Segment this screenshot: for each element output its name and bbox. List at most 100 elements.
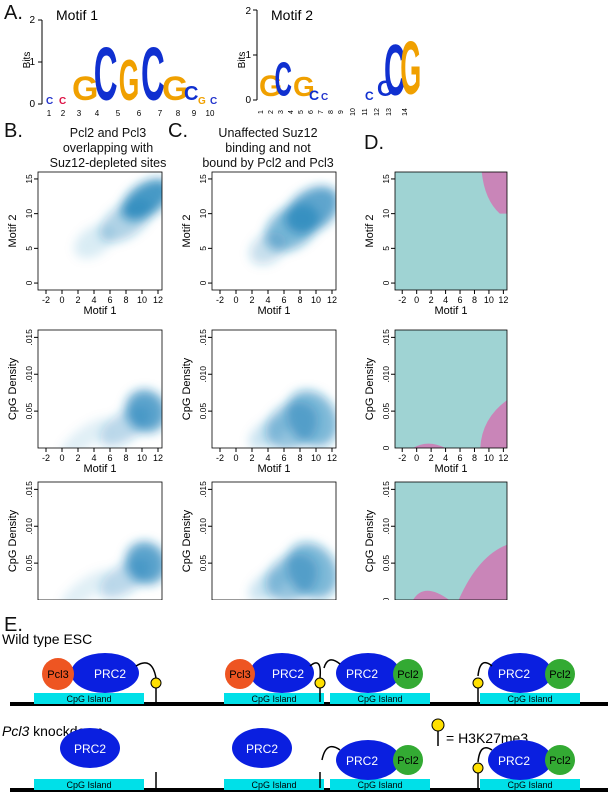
svg-text:G: G — [259, 70, 282, 103]
x-tick-label: 2 — [429, 295, 434, 305]
svg-text:13: 13 — [386, 108, 393, 116]
y-tick-label: .015 — [198, 329, 208, 346]
y-tick-label: .015 — [24, 329, 34, 346]
x-tick-label: 12 — [498, 453, 508, 463]
panel-letter-a: A. — [4, 2, 23, 24]
x-tick-label: 12 — [327, 453, 337, 463]
y-tick-label: 0.05 — [381, 403, 391, 420]
svg-text:CpG Island: CpG Island — [66, 780, 111, 790]
y-tick-label: .010 — [198, 518, 208, 535]
y-tick-label: 5 — [24, 246, 34, 251]
x-tick-label: 6 — [458, 295, 463, 305]
svg-text:5: 5 — [116, 109, 121, 118]
svg-text:Pcl2: Pcl2 — [549, 669, 570, 681]
pcl2-protein — [545, 659, 575, 689]
x-tick-label: 6 — [458, 453, 463, 463]
x-tick-label: 6 — [107, 295, 112, 305]
svg-text:1: 1 — [245, 50, 251, 61]
y-tick-label: 5 — [381, 246, 391, 251]
svg-text:G: G — [72, 70, 98, 108]
y-axis-label: CpG Density — [181, 509, 193, 572]
x-tick-label: 12 — [327, 295, 337, 305]
wt-label: Wild type ESC — [2, 631, 92, 647]
prc2-complex — [336, 740, 400, 780]
pcl2-protein — [393, 745, 423, 775]
h3k27me3-legend-icon — [431, 718, 445, 732]
x-tick-label: 8 — [123, 453, 128, 463]
x-axis-label: Motif 1 — [434, 463, 467, 475]
x-tick-label: 12 — [153, 453, 163, 463]
y-tick-label: 0 — [198, 280, 208, 285]
y-tick-label: 10 — [198, 209, 208, 219]
svg-text:Pcl2: Pcl2 — [397, 669, 418, 681]
svg-text:5: 5 — [298, 110, 305, 114]
y-tick-label: .010 — [24, 366, 34, 383]
svg-text:Pcl2: Pcl2 — [549, 755, 570, 767]
x-tick-label: 4 — [91, 453, 96, 463]
y-axis-label: CpG Density — [7, 509, 19, 572]
x-tick-label: 2 — [75, 295, 80, 305]
svg-text:C: C — [384, 30, 406, 111]
y-tick-label: 15 — [198, 174, 208, 184]
svg-text:8: 8 — [176, 109, 181, 118]
pcl3-protein — [42, 658, 74, 690]
x-tick-label: 10 — [311, 295, 321, 305]
svg-text:C: C — [46, 96, 53, 107]
panel-c-header: Unaffected Suz12 binding and not bound by … — [202, 126, 334, 170]
svg-text:4: 4 — [95, 109, 100, 118]
x-axis-label: Motif 1 — [83, 305, 116, 317]
svg-text:G: G — [293, 71, 315, 102]
y-tick-label: .010 — [381, 366, 391, 383]
x-tick-label: -2 — [398, 295, 406, 305]
svg-text:C: C — [210, 96, 217, 107]
plot-c-2: -2 0 2 4 6 8 10 12 Motif 1 0.05 .010 .015 CpG Densit… — [181, 329, 337, 475]
svg-text:1: 1 — [47, 109, 52, 118]
prc2-complex — [250, 653, 314, 693]
x-tick-label: 0 — [59, 295, 64, 305]
x-tick-label: 4 — [91, 295, 96, 305]
x-tick-label: -2 — [216, 295, 224, 305]
x-tick-label: 10 — [137, 295, 147, 305]
x-tick-label: 0 — [233, 453, 238, 463]
x-tick-label: 10 — [137, 453, 147, 463]
x-tick-label: 6 — [281, 453, 286, 463]
svg-text:C: C — [94, 34, 118, 117]
svg-text:PRC2: PRC2 — [94, 667, 126, 681]
y-axis-label: Motif 2 — [181, 214, 193, 247]
x-tick-label: -2 — [42, 295, 50, 305]
svg-text:CpG Island: CpG Island — [357, 780, 402, 790]
svg-text:PRC2: PRC2 — [74, 742, 106, 756]
svg-text:12: 12 — [374, 108, 381, 116]
svg-text:9: 9 — [192, 109, 197, 118]
panel-letter-c: C. — [168, 120, 188, 142]
x-tick-label: 0 — [414, 295, 419, 305]
x-tick-label: -2 — [216, 453, 224, 463]
y-axis-label: CpG Density — [364, 357, 376, 420]
svg-text:G: G — [119, 50, 140, 113]
y-tick-label: 0 — [381, 445, 391, 450]
svg-text:Pcl3: Pcl3 — [229, 669, 250, 681]
svg-text:PRC2: PRC2 — [246, 742, 278, 756]
cpg-island — [224, 693, 324, 704]
y-tick-label: 0.05 — [381, 555, 391, 572]
y-tick-label: 15 — [24, 174, 34, 184]
svg-text:C: C — [59, 96, 66, 107]
panel-letter-e: E. — [4, 614, 23, 636]
x-tick-label: 0 — [233, 295, 238, 305]
svg-text:G: G — [400, 26, 421, 110]
x-tick-label: 2 — [249, 453, 254, 463]
x-axis-label: Motif 1 — [83, 463, 116, 475]
cpg-island — [330, 693, 430, 704]
svg-text:2: 2 — [245, 6, 251, 17]
x-tick-label: 8 — [472, 295, 477, 305]
cpg-island — [330, 779, 430, 790]
prc2-complex — [488, 653, 552, 693]
svg-text:9: 9 — [338, 110, 345, 114]
x-tick-label: 4 — [265, 295, 270, 305]
y-tick-label: 0 — [24, 280, 34, 285]
y-axis-label: CpG Density — [7, 357, 19, 420]
svg-text:G: G — [198, 96, 206, 107]
x-tick-label: 0 — [59, 453, 64, 463]
